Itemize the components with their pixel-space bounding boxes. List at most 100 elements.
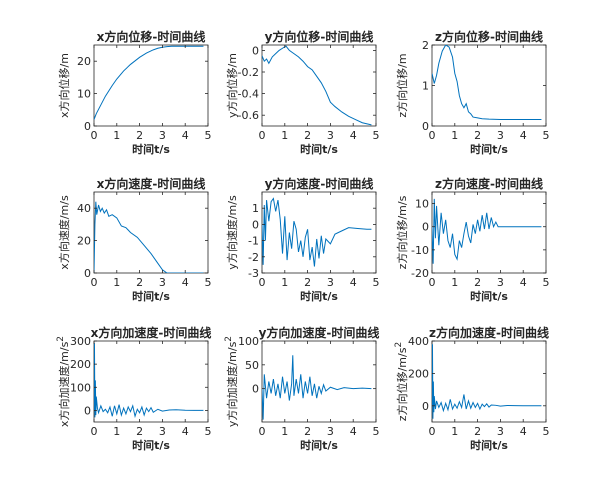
y-tick-label: 100	[70, 381, 91, 394]
x-tick-label: 2	[474, 276, 481, 289]
y-tick-label: 0	[422, 120, 429, 133]
series-line	[262, 355, 372, 420]
y-axis-label-text: y方向位移/m	[225, 53, 239, 118]
y-tick-label: -20	[411, 267, 429, 280]
y-axis-label-text: x方向速度/m/s	[57, 195, 71, 270]
y-axis-label-superscript: 2	[56, 336, 66, 342]
series-line	[94, 45, 204, 120]
axes-box	[431, 340, 547, 423]
x-axis-label: 时间t/s	[300, 142, 338, 156]
x-tick-label: 2	[136, 276, 143, 289]
y-axis-label: y方向加速度/m/s2	[224, 336, 239, 427]
chart-title: z方向速度-时间曲线	[435, 176, 543, 191]
y-tick-label: 200	[70, 358, 91, 371]
x-tick-label: 0	[91, 425, 98, 438]
x-tick-label: 1	[113, 425, 120, 438]
y-tick-label: 0	[252, 383, 259, 396]
y-tick-label: 200	[408, 367, 429, 380]
y-tick-label: -2	[248, 251, 259, 264]
y-tick-label: 0	[422, 221, 429, 234]
y-axis-label: x方向加速度/m/s2	[56, 336, 71, 427]
x-tick-label: 1	[451, 276, 458, 289]
y-tick-label: 2	[422, 39, 429, 52]
x-tick-label: 2	[474, 425, 481, 438]
y-axis-label: x方向位移/m	[57, 53, 71, 118]
y-axis-label-text: z方向位移/m/s	[395, 195, 409, 269]
y-tick-label: -3	[248, 267, 259, 280]
x-tick-label: 4	[182, 425, 189, 438]
x-tick-label: 3	[327, 425, 334, 438]
x-tick-label: 1	[451, 129, 458, 142]
x-tick-label: 1	[281, 425, 288, 438]
x-tick-label: 5	[373, 425, 380, 438]
series-line	[432, 344, 542, 419]
y-tick-label: -1	[248, 235, 259, 248]
chart-title: y方向速度-时间曲线	[265, 176, 374, 191]
x-tick-label: 0	[259, 129, 266, 142]
chart-title: y方向位移-时间曲线	[265, 29, 374, 44]
x-tick-label: 5	[543, 129, 550, 142]
x-tick-label: 1	[281, 276, 288, 289]
x-tick-label: 0	[91, 129, 98, 142]
x-tick-label: 1	[451, 425, 458, 438]
axes-box	[93, 191, 209, 274]
series-line	[432, 198, 542, 264]
y-axis-label-text: x方向加速度/m/s	[57, 341, 71, 427]
y-tick-label: 0	[252, 44, 259, 57]
x-tick-label: 1	[281, 129, 288, 142]
y-tick-label: 1	[252, 202, 259, 215]
x-tick-label: 4	[182, 276, 189, 289]
y-tick-label: 0	[84, 267, 91, 280]
x-tick-label: 0	[429, 129, 436, 142]
x-axis-label: 时间t/s	[132, 438, 170, 452]
y-tick-label: 1	[422, 80, 429, 93]
y-tick-label: 0	[84, 404, 91, 417]
chart-title: y方向加速度-时间曲线	[259, 325, 380, 340]
x-tick-label: 5	[373, 276, 380, 289]
x-tick-label: 2	[474, 129, 481, 142]
y-tick-label: 10	[77, 88, 91, 101]
y-tick-label: 0	[252, 218, 259, 231]
x-tick-label: 3	[327, 129, 334, 142]
chart-title: x方向加速度-时间曲线	[91, 325, 212, 340]
y-tick-label: 50	[245, 359, 259, 372]
x-tick-label: 4	[520, 276, 527, 289]
y-axis-label: z方向位移/m	[395, 53, 409, 117]
y-axis-label: x方向速度/m/s	[57, 195, 71, 270]
x-tick-label: 1	[113, 276, 120, 289]
axes-box	[431, 191, 547, 274]
y-axis-label: y方向速度/m/s	[225, 195, 239, 270]
axes-box	[93, 44, 209, 127]
x-tick-label: 5	[205, 425, 212, 438]
y-tick-label: -0.6	[238, 109, 259, 122]
x-tick-label: 4	[520, 425, 527, 438]
axes-box	[431, 44, 547, 127]
x-axis-label: 时间t/s	[300, 438, 338, 452]
chart-title: x方向位移-时间曲线	[97, 29, 206, 44]
y-tick-label: -0.4	[238, 88, 259, 101]
x-axis-label: 时间t/s	[470, 142, 508, 156]
y-tick-label: 400	[408, 335, 429, 348]
x-tick-label: 3	[159, 276, 166, 289]
x-tick-label: 5	[543, 276, 550, 289]
x-tick-label: 3	[327, 276, 334, 289]
axes-box	[261, 44, 377, 127]
y-axis-label-text: z方向位移/m/s	[395, 347, 409, 421]
x-tick-label: 0	[259, 425, 266, 438]
y-tick-label: 0	[422, 400, 429, 413]
y-axis-label-superscript: 2	[394, 342, 404, 348]
x-tick-label: 5	[543, 425, 550, 438]
x-tick-label: 3	[497, 425, 504, 438]
x-tick-label: 3	[159, 425, 166, 438]
series-line	[432, 45, 542, 121]
x-tick-label: 5	[373, 129, 380, 142]
x-tick-label: 4	[350, 276, 357, 289]
y-axis-label: y方向位移/m	[225, 53, 239, 118]
series-line	[262, 45, 372, 126]
chart-title: z方向加速度-时间曲线	[429, 325, 549, 340]
